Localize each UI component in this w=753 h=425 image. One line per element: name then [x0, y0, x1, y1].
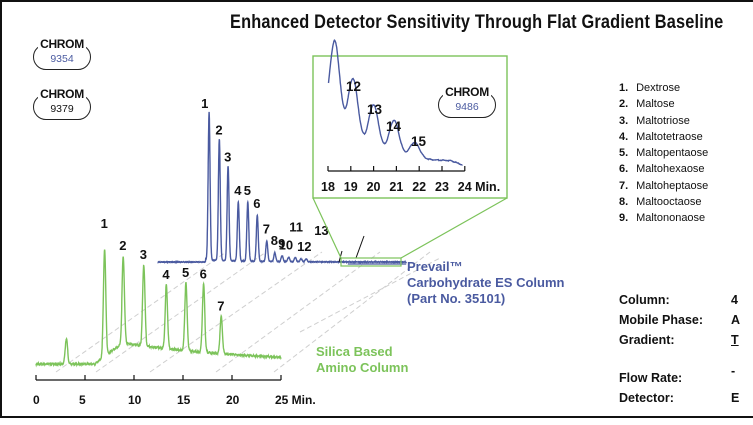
zoom-connector-right — [400, 197, 508, 259]
chrom-badge-number: 9486 — [455, 101, 479, 113]
chrom-badge-number: 9379 — [50, 103, 74, 115]
silica-x-tick-label: 20 — [226, 393, 240, 407]
silica-chromatogram-line — [35, 249, 282, 368]
silica-x-tick-label: 15 — [177, 393, 191, 407]
silica-peak-label: 5 — [182, 265, 189, 280]
prevail-label-line: Prevail™ — [407, 259, 463, 274]
legend-item: 2. Maltose — [619, 98, 675, 111]
perspective-guide-line — [299, 257, 441, 333]
prevail-peak-label: 13 — [314, 223, 328, 238]
legend-item: 6. Maltohexaose — [619, 163, 705, 176]
frame-left-line — [0, 0, 2, 417]
chrom-badge-label: CHROM — [443, 85, 491, 99]
prevail-peak-label: 10 — [279, 238, 293, 253]
peak-legend: 1. Dextrose 2. Maltose 3. Maltotriose 4.… — [619, 80, 708, 227]
zoom-connector-left — [312, 197, 342, 259]
condition-value-detector: E — [731, 391, 740, 405]
condition-value-flow-rate: - — [731, 364, 736, 378]
prevail-label-line: Carbohydrate ES Column — [407, 275, 565, 290]
legend-item: 3. Maltotriose — [619, 114, 690, 127]
zoom-source-box — [340, 257, 402, 267]
prevail-column-label: Prevail™ Carbohydrate ES Column (Part No… — [407, 259, 564, 307]
zoom-x-tick-label: 19 — [344, 180, 358, 194]
silica-peak-label: 3 — [140, 247, 147, 262]
prevail-peak-label: 5 — [244, 183, 251, 198]
perspective-guide-line — [149, 251, 323, 373]
perspective-guide-line — [55, 251, 227, 373]
prevail-label-line: (Part No. 35101) — [407, 291, 506, 306]
silica-x-tick-label: 0 — [33, 393, 40, 407]
chrom-badge-number: 9354 — [50, 53, 74, 65]
zoom-x-tick-label: 24 Min. — [458, 180, 500, 194]
legend-item: 5. Maltopentaose — [619, 147, 709, 160]
zoom-inset-box — [312, 55, 508, 199]
zoom-x-tick-label: 18 — [321, 180, 335, 194]
silica-x-tick-label: 25 Min. — [275, 393, 316, 407]
silica-x-tick-label: 5 — [79, 393, 86, 407]
silica-label-line: Amino Column — [316, 360, 409, 375]
prevail-peak-label: 12 — [297, 239, 311, 254]
condition-value-column: 4 — [731, 293, 738, 307]
condition-label-flow-rate: Flow Rate: — [619, 371, 683, 385]
condition-label-detector: Detector: — [619, 391, 674, 405]
zoom-x-tick-label: 22 — [412, 180, 426, 194]
chrom-badge-9354: CHROM 9354 — [33, 37, 91, 70]
legend-item: 7. Maltoheptaose — [619, 179, 709, 192]
prevail-peak-label: 6 — [253, 196, 260, 211]
zoom-peak-label: 14 — [386, 119, 402, 134]
condition-value-gradient: T — [731, 333, 739, 347]
perspective-guide-line — [273, 251, 431, 373]
silica-peak-label: 4 — [162, 267, 170, 282]
legend-item: 4. Maltotetraose — [619, 130, 703, 143]
silica-column-label: Silica Based Amino Column — [316, 344, 408, 376]
prevail-peak-label: 9 — [278, 236, 285, 251]
zoom-chromatogram-line — [327, 39, 463, 166]
silica-x-tick-label: 10 — [128, 393, 142, 407]
prevail-peak-label: 11 — [289, 220, 303, 235]
silica-label-line: Silica Based — [316, 344, 393, 359]
prevail-peak-label: 2 — [215, 123, 222, 138]
condition-value-mobile-phase: A — [731, 313, 741, 327]
prevail-peak-label: 1 — [201, 96, 208, 111]
prevail-peak-label: 4 — [234, 183, 242, 198]
condition-label-mobile-phase: Mobile Phase: — [619, 313, 704, 327]
legend-item: 9. Maltononaose — [619, 212, 706, 225]
silica-peak-label: 1 — [101, 216, 108, 231]
zoom-peak-label: 15 — [411, 134, 427, 149]
frame-top-line — [0, 0, 753, 2]
perspective-guide-line — [95, 251, 267, 373]
page-title: Enhanced Detector Sensitivity Through Fl… — [230, 12, 724, 33]
chrom-badge-9486: CHROM 9486 — [438, 85, 496, 118]
chrom-badge-label: CHROM — [38, 37, 86, 51]
silica-peak-label: 6 — [200, 266, 207, 281]
silica-peak-label: 2 — [119, 238, 126, 253]
silica-peak-label: 7 — [217, 299, 224, 314]
legend-item: 1. Dextrose — [619, 82, 681, 94]
prevail-peak-label: 8 — [271, 233, 278, 248]
legend-item: 8. Maltooctaose — [619, 196, 702, 209]
zoom-x-tick-label: 21 — [389, 180, 403, 194]
zoom-peak-label: 13 — [367, 102, 383, 117]
zoom-x-tick-label: 20 — [367, 180, 381, 194]
zoom-x-tick-label: 23 — [435, 180, 449, 194]
peak-13-pointer — [355, 235, 365, 259]
prevail-peak-label: 7 — [263, 221, 270, 236]
zoom-peak-label: 12 — [346, 79, 361, 94]
chrom-badge-label: CHROM — [38, 87, 86, 101]
prevail-peak-label: 3 — [224, 149, 231, 164]
condition-label-column: Column: — [619, 293, 670, 307]
chrom-badge-9379: CHROM 9379 — [33, 87, 91, 120]
frame-bottom-line — [0, 416, 753, 418]
prevail-chromatogram-line — [157, 111, 407, 265]
perspective-guide-line — [215, 251, 381, 373]
condition-label-gradient: Gradient: — [619, 333, 675, 347]
